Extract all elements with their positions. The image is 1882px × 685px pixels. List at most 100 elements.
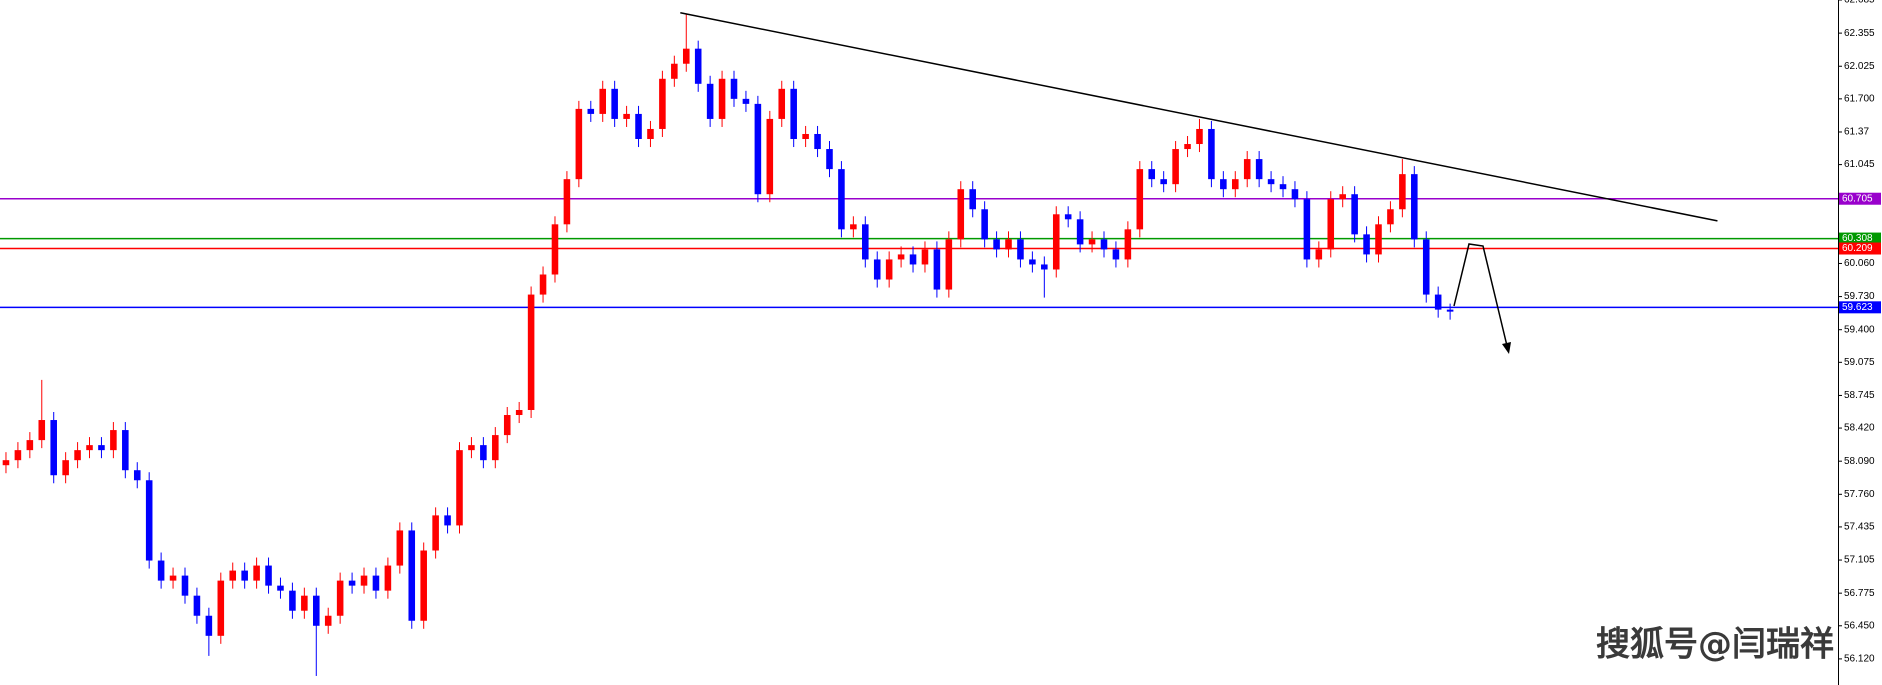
candle-body xyxy=(98,445,105,451)
candle-body xyxy=(551,224,559,275)
candle-body xyxy=(26,440,34,451)
y-tick-label: 61.045 xyxy=(1844,159,1875,170)
y-tick-label: 62.355 xyxy=(1844,28,1875,39)
candle-body xyxy=(742,98,750,104)
candle-body xyxy=(611,88,618,119)
candle-body xyxy=(181,575,189,596)
candle-body xyxy=(1196,128,1203,145)
candle-body xyxy=(1446,309,1454,312)
candle-body xyxy=(205,615,213,636)
y-tick-label: 56.120 xyxy=(1844,654,1875,665)
candle-body xyxy=(1363,234,1370,255)
candle-body xyxy=(1291,189,1299,200)
candle-body xyxy=(1351,194,1358,235)
candle-body xyxy=(1160,179,1167,185)
candle-body xyxy=(110,430,117,451)
candle-body xyxy=(981,209,988,240)
y-tick-label: 56.775 xyxy=(1844,588,1875,599)
candle-body xyxy=(229,570,237,581)
candle-body xyxy=(217,580,225,636)
candle-body xyxy=(1064,214,1072,220)
candle-body xyxy=(145,480,153,561)
level-label-box xyxy=(1839,192,1881,205)
candle-body xyxy=(277,585,284,591)
candle-body xyxy=(1231,179,1239,190)
candle-body xyxy=(169,575,177,581)
candle-body xyxy=(790,88,797,140)
candle-body xyxy=(539,274,547,295)
candle-body xyxy=(730,78,738,99)
level-label-box xyxy=(1839,242,1881,255)
candle-body xyxy=(157,560,165,581)
candle-body xyxy=(1339,194,1346,200)
candle-body xyxy=(50,420,57,476)
candle-body xyxy=(933,249,941,290)
candle-body xyxy=(122,430,129,471)
level-label-box xyxy=(1839,301,1881,314)
trendline xyxy=(680,12,1718,222)
candle-body xyxy=(575,108,583,180)
candle-body xyxy=(766,118,774,195)
candle-body xyxy=(1076,219,1084,245)
candle-body xyxy=(587,108,595,114)
candle-body xyxy=(420,550,427,621)
candle-body xyxy=(1124,229,1132,260)
candle-body xyxy=(706,83,714,119)
candle-body xyxy=(301,595,308,611)
candle-body xyxy=(1422,239,1430,295)
candle-body xyxy=(1148,169,1156,180)
y-tick-label: 61.700 xyxy=(1844,94,1875,105)
candle-body xyxy=(360,575,368,586)
candle-body xyxy=(1100,239,1108,250)
candle-body xyxy=(253,565,260,581)
candle-body xyxy=(1184,144,1191,150)
candle-body xyxy=(14,450,22,461)
candle-body xyxy=(515,409,523,416)
candle-body xyxy=(432,515,439,551)
level-label: 60.705 xyxy=(1842,193,1873,204)
candle-body xyxy=(909,254,917,265)
candle-body xyxy=(718,78,726,119)
candle-body xyxy=(312,595,320,626)
candle-body xyxy=(408,530,416,621)
candle-body xyxy=(1005,239,1012,250)
candle-body xyxy=(2,460,10,466)
y-tick-label: 59.075 xyxy=(1844,357,1875,368)
y-tick-label: 62.685 xyxy=(1844,0,1875,6)
candle-body xyxy=(74,450,81,461)
candle-body xyxy=(444,515,451,526)
candle-body xyxy=(1303,199,1311,260)
candle-body xyxy=(1088,239,1096,245)
candle-body xyxy=(969,189,976,210)
candle-body xyxy=(1220,179,1227,190)
level-label-box xyxy=(1839,232,1881,245)
candle-body xyxy=(348,580,356,586)
y-tick-label: 56.450 xyxy=(1844,620,1875,631)
candle-body xyxy=(1327,199,1335,250)
candle-body xyxy=(814,133,821,150)
candle-body xyxy=(957,189,965,240)
y-tick-label: 57.760 xyxy=(1844,489,1875,500)
candle-body xyxy=(1243,159,1251,180)
y-tick-label: 58.090 xyxy=(1844,456,1875,467)
y-tick-label: 57.105 xyxy=(1844,555,1875,566)
candle-body xyxy=(838,169,845,230)
candle-body xyxy=(1267,179,1275,185)
candle-body xyxy=(62,460,69,476)
candle-body xyxy=(468,445,475,451)
candle-body xyxy=(396,530,404,566)
level-label: 60.209 xyxy=(1842,243,1873,254)
candle-body xyxy=(503,415,511,436)
candle-body xyxy=(873,259,881,280)
candle-body xyxy=(682,48,690,64)
candle-body xyxy=(778,88,786,119)
y-tick-label: 57.435 xyxy=(1844,522,1875,533)
candle-body xyxy=(38,420,46,441)
candle-body xyxy=(133,470,141,481)
candle-body xyxy=(1399,174,1406,210)
candle-body xyxy=(1387,209,1394,225)
candle-body xyxy=(862,224,869,260)
candle-body xyxy=(623,113,630,119)
candle-body xyxy=(563,179,571,225)
